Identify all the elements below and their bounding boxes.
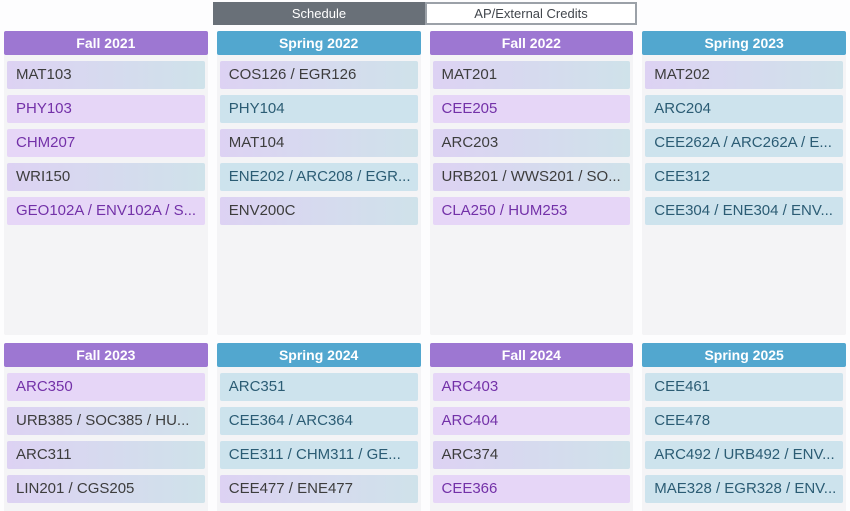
- semester-column: Fall 2024 ARC403 ARC404 ARC374 CEE366: [429, 343, 634, 511]
- course-item[interactable]: CEE304 / ENE304 / ENV...: [645, 197, 843, 225]
- course-item[interactable]: ENE202 / ARC208 / EGR...: [219, 163, 418, 191]
- view-tabbar: Schedule AP/External Credits: [213, 2, 637, 25]
- semester-column: Spring 2025 CEE461 CEE478 ARC492 / URB492 /…: [642, 343, 846, 511]
- course-item[interactable]: ARC204: [645, 95, 843, 123]
- course-item[interactable]: CEE311 / CHM311 / GE...: [219, 441, 418, 469]
- course-item[interactable]: CEE366: [432, 475, 631, 503]
- course-item[interactable]: MAT104: [219, 129, 418, 157]
- course-item[interactable]: CEE461: [645, 373, 843, 401]
- course-item[interactable]: MAT103: [7, 61, 205, 89]
- course-item[interactable]: ARC492 / URB492 / ENV...: [645, 441, 843, 469]
- course-item[interactable]: ARC403: [432, 373, 631, 401]
- course-item[interactable]: PHY104: [219, 95, 418, 123]
- course-item[interactable]: CEE477 / ENE477: [219, 475, 418, 503]
- semester-header: Fall 2022: [429, 31, 634, 55]
- course-item[interactable]: ARC311: [7, 441, 205, 469]
- semester-column: Fall 2021 MAT103 PHY103 CHM207 WRI150 GEO102A…: [4, 31, 208, 335]
- semester-column: Spring 2024 ARC351 CEE364 / ARC364 CEE311 /…: [216, 343, 421, 511]
- course-item[interactable]: ARC203: [432, 129, 631, 157]
- course-item[interactable]: ARC404: [432, 407, 631, 435]
- tab-schedule[interactable]: Schedule: [213, 2, 425, 25]
- course-item[interactable]: CEE312: [645, 163, 843, 191]
- semester-grid-row-1: Fall 2021 MAT103 PHY103 CHM207 WRI150 GEO102A…: [0, 31, 850, 335]
- course-item[interactable]: ENV200C: [219, 197, 418, 225]
- course-item[interactable]: URB201 / WWS201 / SO...: [432, 163, 631, 191]
- course-item[interactable]: CEE478: [645, 407, 843, 435]
- course-item[interactable]: CEE262A / ARC262A / E...: [645, 129, 843, 157]
- semester-header: Fall 2021: [4, 31, 208, 55]
- course-item[interactable]: PHY103: [7, 95, 205, 123]
- course-item[interactable]: COS126 / EGR126: [219, 61, 418, 89]
- semester-column: Fall 2022 MAT201 CEE205 ARC203 URB201 / WWS2…: [429, 31, 634, 335]
- course-item[interactable]: MAT201: [432, 61, 631, 89]
- course-item[interactable]: ARC350: [7, 373, 205, 401]
- semester-header: Spring 2022: [216, 31, 421, 55]
- course-item[interactable]: CHM207: [7, 129, 205, 157]
- semester-header: Fall 2024: [429, 343, 634, 367]
- course-item[interactable]: ARC374: [432, 441, 631, 469]
- course-item[interactable]: CEE205: [432, 95, 631, 123]
- semester-column: Spring 2022 COS126 / EGR126 PHY104 MAT104 EN…: [216, 31, 421, 335]
- semester-header: Spring 2023: [642, 31, 846, 55]
- semester-column: Fall 2023 ARC350 URB385 / SOC385 / HU... AR…: [4, 343, 208, 511]
- course-item[interactable]: URB385 / SOC385 / HU...: [7, 407, 205, 435]
- course-item[interactable]: MAT202: [645, 61, 843, 89]
- semester-header: Spring 2025: [642, 343, 846, 367]
- course-item[interactable]: CLA250 / HUM253: [432, 197, 631, 225]
- semester-grid-row-2: Fall 2023 ARC350 URB385 / SOC385 / HU... AR…: [0, 343, 850, 511]
- course-item[interactable]: CEE364 / ARC364: [219, 407, 418, 435]
- semester-header: Spring 2024: [216, 343, 421, 367]
- semester-column: Spring 2023 MAT202 ARC204 CEE262A / ARC262A…: [642, 31, 846, 335]
- course-item[interactable]: LIN201 / CGS205: [7, 475, 205, 503]
- tab-ap-external-credits[interactable]: AP/External Credits: [425, 2, 637, 25]
- course-item[interactable]: WRI150: [7, 163, 205, 191]
- course-item[interactable]: GEO102A / ENV102A / S...: [7, 197, 205, 225]
- course-item[interactable]: MAE328 / EGR328 / ENV...: [645, 475, 843, 503]
- semester-header: Fall 2023: [4, 343, 208, 367]
- course-item[interactable]: ARC351: [219, 373, 418, 401]
